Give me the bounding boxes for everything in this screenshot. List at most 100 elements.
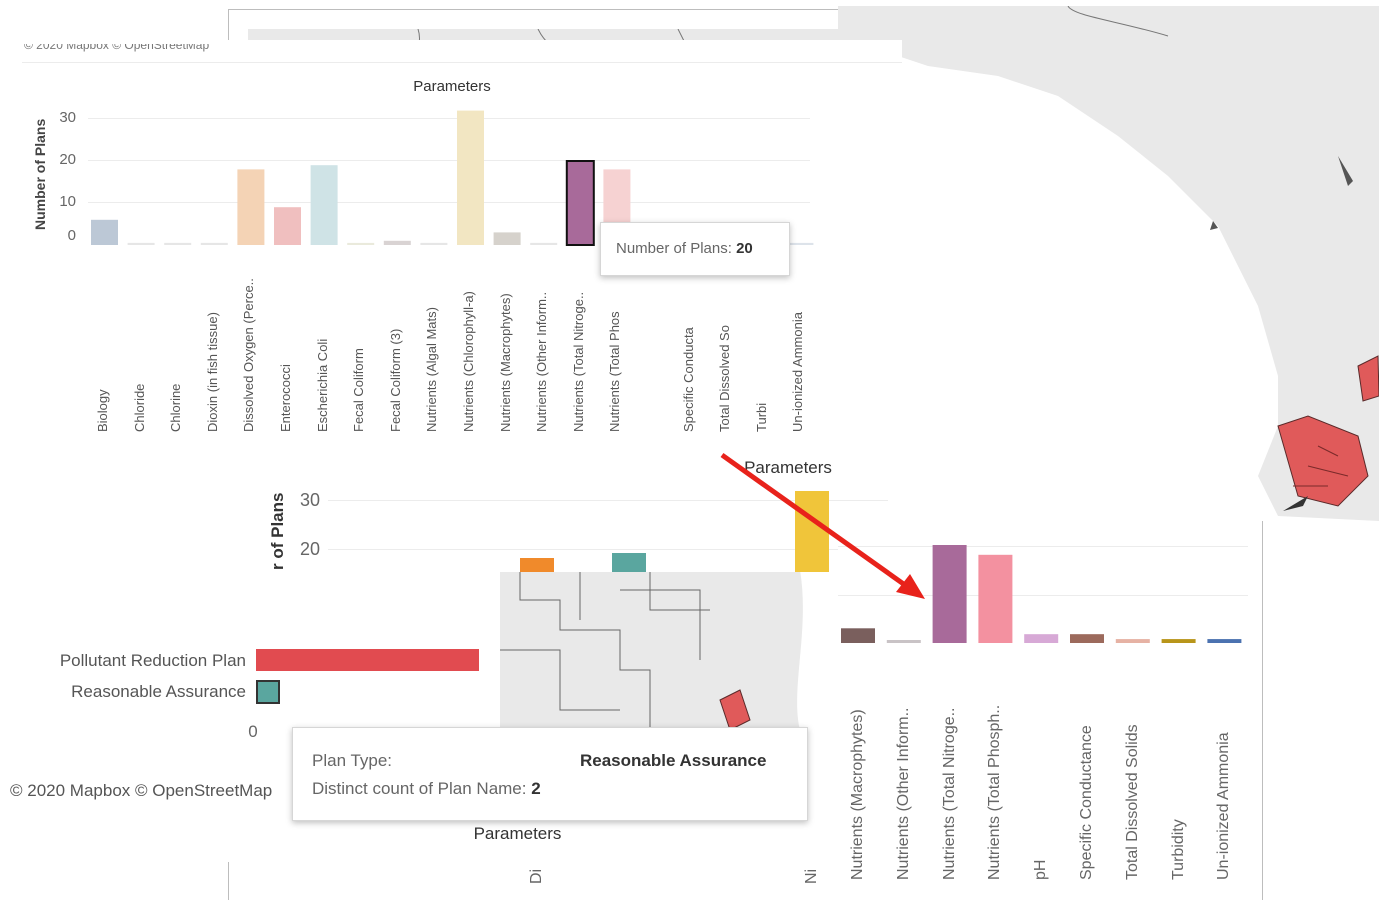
right-chart-xlabel-turbidity[interactable]: Turbidity [1169, 819, 1187, 880]
top-chart-grid-20 [88, 160, 810, 161]
map-highlight-county [1277, 415, 1369, 507]
mid-chart-ytick-30: 30 [299, 490, 320, 510]
top-chart-bar-nutrients-other-inform[interactable] [530, 242, 558, 245]
top-chart-bar-escherichia-coli[interactable] [310, 165, 338, 245]
top-chart-ytick-30: 30 [59, 109, 76, 126]
right-chart-grid-2 [838, 595, 1248, 596]
top-chart-bars [91, 110, 814, 246]
mapbox-caption-top[interactable]: © 2020 Mapbox © OpenStreetMap [24, 44, 210, 52]
right-chart-bar-nutrients-total-nitroge[interactable] [932, 545, 967, 643]
right-chart-bar-nutrients-macrophytes[interactable] [841, 628, 875, 643]
mid-chart-fragment: Parameters r of Plans 30 20 [228, 440, 908, 572]
top-chart-xlabel-turbi[interactable]: Turbi [753, 402, 769, 432]
right-chart-xlabel-un-ionized-ammonia[interactable]: Un-ionized Ammonia [1215, 732, 1233, 880]
top-chart-bar-chloride[interactable] [127, 242, 155, 245]
top-chart-xlabel-nutrients-macrophytes[interactable]: Nutrients (Macrophytes) [497, 293, 513, 432]
mid-chart-bar-orange[interactable] [520, 558, 554, 572]
plan-type-label-pollutant[interactable]: Pollutant Reduction Plan [59, 651, 246, 670]
top-overlay: © 2020 Mapbox © OpenStreetMap Parameters… [22, 40, 902, 440]
plan-type-label-reasonable[interactable]: Reasonable Assurance [71, 682, 246, 701]
top-chart-bar-dissolved-oxygen-perce[interactable] [237, 169, 265, 245]
top-chart-bar-un-ionized-ammonia[interactable] [786, 242, 814, 245]
right-chart-xlabel-nutrients-macrophytes[interactable]: Nutrients (Macrophytes) [849, 709, 866, 880]
frame-line-left [228, 9, 229, 64]
right-chart-xlabel-specific-conductance[interactable]: Specific Conductance [1078, 725, 1095, 880]
mid-chart-title: Parameters [744, 458, 832, 477]
top-chart-bar-chlorine[interactable] [164, 242, 192, 245]
mid-chart-ytick-20: 20 [299, 539, 320, 559]
top-chart-xlabel-nutrients-chlorophyll-a[interactable]: Nutrients (Chlorophyll-a) [461, 291, 476, 432]
top-chart-xlabel-biology[interactable]: Biology [95, 389, 110, 432]
map-partial-bottom-svg [500, 570, 835, 730]
top-chart-xlabel-un-ionized-ammonia[interactable]: Un-ionized Ammonia [790, 312, 806, 432]
top-chart-xlabel-dissolved-oxygen-perce[interactable]: Dissolved Oxygen (Perce.. [241, 278, 257, 432]
right-chart-xlabel-ph[interactable]: pH [1032, 859, 1050, 880]
top-chart-xlabel-nutrients-other-inform[interactable]: Nutrients (Other Inform.. [534, 291, 550, 432]
top-chart-grid-10 [88, 202, 810, 203]
top-chart-title: Parameters [413, 78, 491, 95]
top-chart-xlabel-fecal-coliform[interactable]: Fecal Coliform [351, 348, 367, 432]
map-partial-bottom[interactable] [500, 570, 835, 730]
tooltip-count-label: Distinct count of Plan Name: 2 [312, 779, 541, 798]
top-chart-bar-nutrients-total-nitroge[interactable] [565, 160, 595, 246]
bottom-truncated-label-ni: Ni [803, 868, 820, 884]
top-chart-bar-biology[interactable] [91, 219, 118, 245]
bottom-truncated-label-di: Di [528, 868, 545, 884]
plan-type-tooltip: Plan Type: Reasonable Assurance Distinct… [292, 727, 808, 821]
frame-line-bottom-left [228, 862, 229, 900]
top-chart-xlabel-nutrients-algal-mats[interactable]: Nutrients (Algal Mats) [424, 307, 440, 432]
top-chart-xlabel-nutrients-total-phos[interactable]: Nutrients (Total Phos [607, 311, 623, 432]
plan-type-zero-tick: 0 [248, 722, 258, 741]
top-chart-bar-dioxin-in-fish-tissue[interactable] [200, 242, 228, 245]
top-chart-bar-nutrients-chlorophyll-a[interactable] [457, 110, 484, 245]
right-chart-bar-un-ionized-ammonia[interactable] [1207, 639, 1242, 643]
right-chart-bar-nutrients-total-phosph[interactable] [978, 554, 1013, 643]
top-chart-xlabel-enterococci[interactable]: Enterococci [278, 364, 293, 432]
top-chart-xlabel-chloride[interactable]: Chloride [131, 383, 147, 432]
plan-type-bar-reasonable-outline [256, 680, 280, 704]
top-chart-ytick-10: 10 [59, 193, 76, 210]
top-chart-ytick-20: 20 [59, 151, 76, 168]
right-chart-bars [841, 545, 1242, 643]
top-chart-xlabel-dioxin-in-fish-tissue[interactable]: Dioxin (in fish tissue) [204, 312, 220, 432]
right-chart-xlabel-nutrients-total-phosph[interactable]: Nutrients (Total Phosph.. [986, 704, 1004, 880]
top-tooltip-value: 20 [736, 240, 753, 257]
florida-shape [898, 6, 1379, 521]
frame-line-top [228, 9, 908, 10]
right-chart-bar-total-dissolved-solids[interactable] [1115, 639, 1150, 643]
top-chart-bar-fecal-coliform-3[interactable] [383, 240, 411, 245]
right-chart-bar-specific-conductance[interactable] [1070, 634, 1104, 643]
florida-map-svg [838, 6, 1379, 521]
top-chart-bar-nutrients-algal-mats[interactable] [420, 242, 448, 245]
right-chart-fragment: Nutrients (Macrophytes) Nutrients (Other … [838, 520, 1262, 900]
mid-chart-ylabel: r of Plans [268, 492, 287, 570]
florida-map[interactable] [838, 6, 1379, 521]
top-chart-bar-enterococci[interactable] [274, 207, 301, 245]
top-chart-xlabel-escherichia-coli[interactable]: Escherichia Coli [314, 338, 330, 432]
mapbox-caption-bottom[interactable]: © 2020 Mapbox © OpenStreetMap [10, 781, 273, 800]
top-chart-tooltip: Number of Plans: 20 [600, 222, 790, 276]
mid-chart-bar-yellow[interactable] [795, 491, 829, 572]
top-tooltip-label: Number of Plans: [616, 240, 732, 257]
right-chart-xlabel-nutrients-other-inform[interactable]: Nutrients (Other Inform.. [894, 707, 912, 881]
top-chart-bar-nutrients-macrophytes[interactable] [493, 232, 521, 245]
bottom-parameters-title: Parameters [473, 824, 562, 843]
top-chart-xlabel-specific-conducta[interactable]: Specific Conducta [680, 327, 696, 432]
mid-chart-bar-teal[interactable] [612, 553, 646, 572]
plan-type-bar-reasonable[interactable] [256, 680, 278, 702]
mid-chart-grid-30 [328, 500, 888, 501]
plan-type-bar-pollutant[interactable] [256, 649, 479, 671]
right-chart-bar-turbidity[interactable] [1161, 639, 1196, 643]
top-chart-ytick-0: 0 [67, 227, 76, 244]
right-chart-grid-1 [838, 546, 1248, 547]
right-chart-xlabel-nutrients-total-nitroge[interactable]: Nutrients (Total Nitroge.. [940, 707, 958, 880]
top-chart-xlabel-fecal-coliform-3[interactable]: Fecal Coliform (3) [387, 328, 403, 432]
right-chart-xlabel-total-dissolved-solids[interactable]: Total Dissolved Solids [1123, 724, 1141, 880]
top-chart-xlabel-nutrients-total-nitroge[interactable]: Nutrients (Total Nitroge.. [570, 291, 586, 432]
right-chart-bar-nutrients-other-inform[interactable] [886, 640, 921, 643]
tooltip-plan-type-value: Reasonable Assurance [580, 751, 767, 770]
top-chart-xlabel-chlorine[interactable]: Chlorine [168, 383, 184, 432]
right-chart-bar-ph[interactable] [1024, 634, 1059, 643]
top-chart-xlabel-total-dissolved-so[interactable]: Total Dissolved So [717, 325, 733, 432]
top-chart-bar-fecal-coliform[interactable] [347, 242, 375, 245]
